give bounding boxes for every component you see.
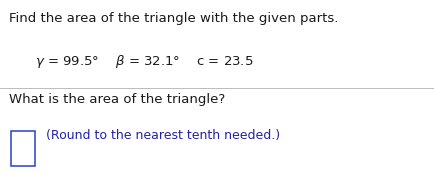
Text: (Round to the nearest tenth needed.): (Round to the nearest tenth needed.)	[46, 130, 279, 142]
Text: Find the area of the triangle with the given parts.: Find the area of the triangle with the g…	[9, 12, 338, 25]
Text: $\gamma$ = 99.5°    $\beta$ = 32.1°    c = 23.5: $\gamma$ = 99.5° $\beta$ = 32.1° c = 23.…	[35, 52, 253, 69]
Text: What is the area of the triangle?: What is the area of the triangle?	[9, 93, 225, 106]
FancyBboxPatch shape	[11, 131, 35, 166]
